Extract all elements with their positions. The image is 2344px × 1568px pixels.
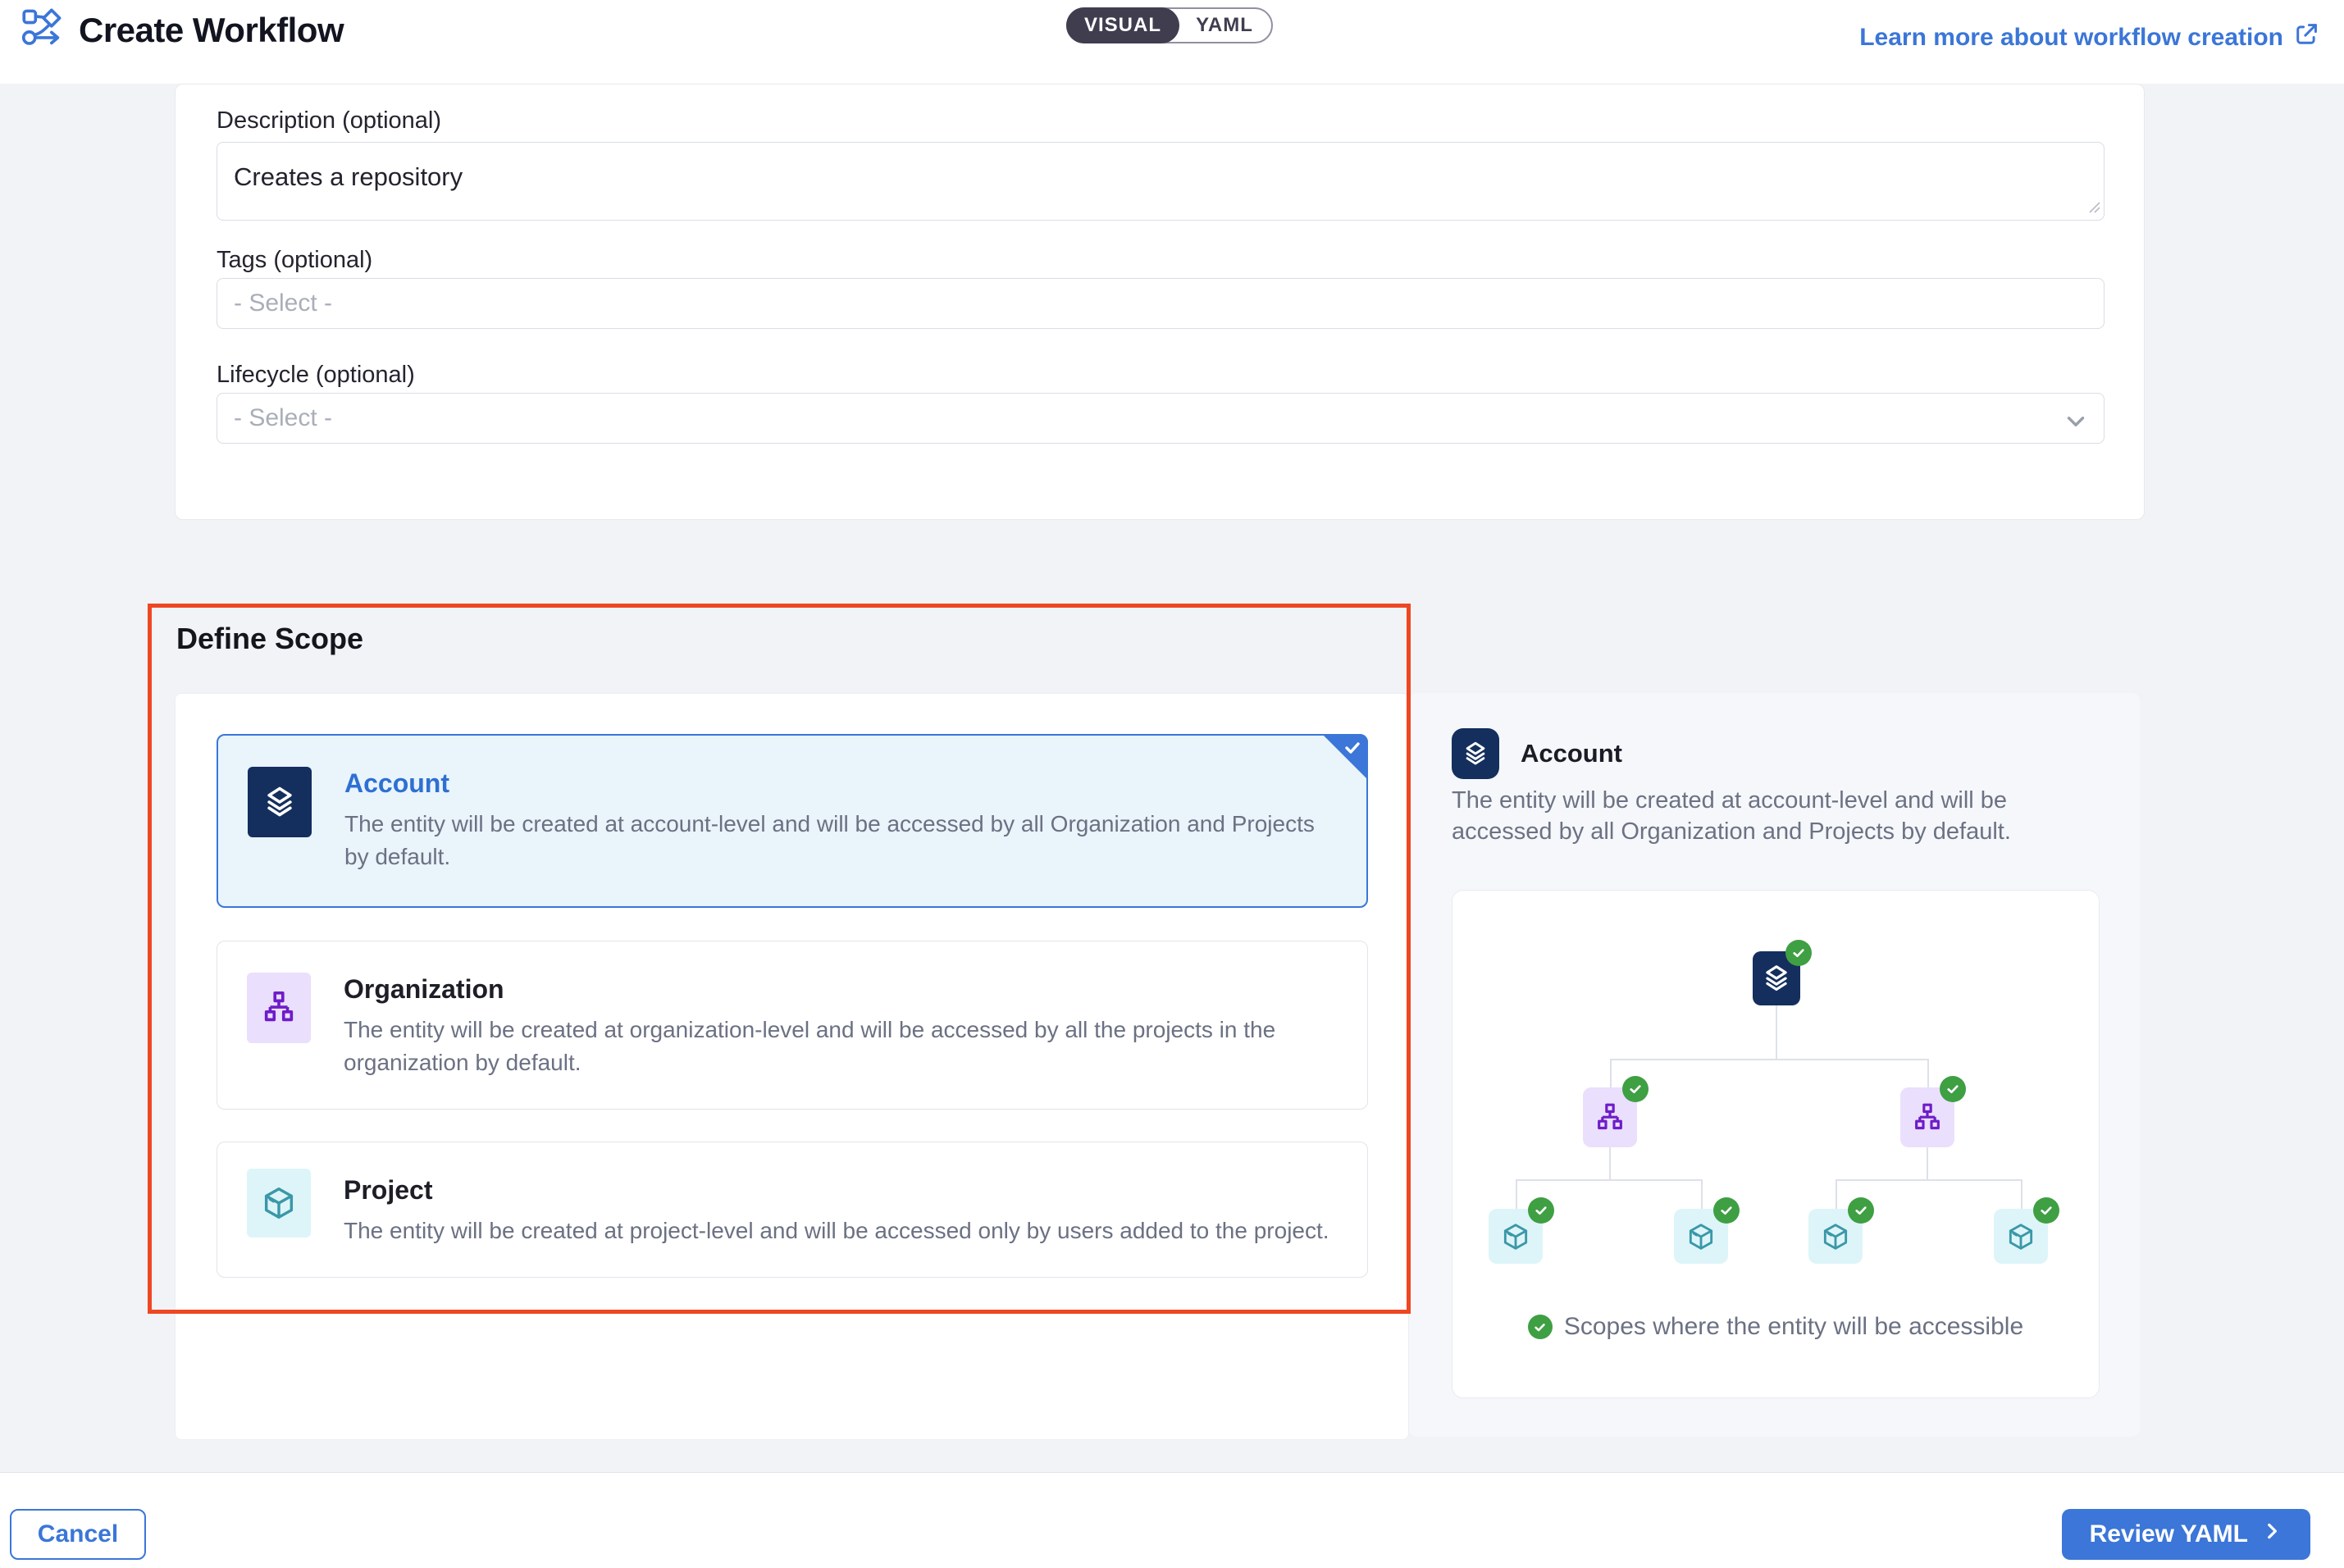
account-layers-icon [1452, 728, 1499, 779]
check-badge-icon [2033, 1197, 2059, 1224]
tree-node-project [1489, 1197, 1554, 1264]
option-title: Project [344, 1175, 433, 1205]
tags-select-input[interactable] [217, 278, 2105, 329]
scope-option-organization[interactable]: Organization The entity will be created … [217, 941, 1368, 1110]
option-title: Organization [344, 974, 504, 1004]
tree-connector [1701, 1179, 1703, 1209]
cancel-button[interactable]: Cancel [10, 1509, 146, 1560]
page-title: Create Workflow [79, 10, 344, 49]
external-link-icon [2293, 21, 2319, 54]
tree-connector [2021, 1179, 2022, 1209]
tree-node-organization [1900, 1076, 1966, 1147]
check-badge-icon [1848, 1197, 1874, 1224]
tree-connector [1516, 1179, 1517, 1209]
option-title: Account [344, 768, 449, 798]
page-header: Create Workflow VISUAL YAML Learn more a… [0, 0, 2344, 84]
workflow-icon [21, 8, 64, 52]
account-layers-icon [248, 767, 312, 837]
option-description: The entity will be created at organizati… [344, 1017, 1276, 1075]
scope-tree-diagram: Scopes where the entity will be accessib… [1452, 890, 2100, 1398]
tree-connector [1609, 1147, 1611, 1179]
scope-option-account[interactable]: Account The entity will be created at ac… [217, 734, 1368, 908]
visual-yaml-toggle: VISUAL YAML [1066, 7, 1273, 43]
learn-more-label: Learn more about workflow creation [1859, 24, 2283, 51]
check-badge-icon [1528, 1197, 1554, 1224]
tree-connector [1610, 1059, 1612, 1087]
toggle-yaml[interactable]: YAML [1196, 14, 1253, 36]
selected-corner-badge [1322, 734, 1368, 780]
option-description: The entity will be created at account-le… [344, 811, 1315, 869]
lifecycle-select-input[interactable] [217, 393, 2105, 444]
workflow-form-card: Description (optional) Creates a reposit… [175, 84, 2145, 520]
tree-connector [1516, 1179, 1701, 1181]
org-hierarchy-icon [247, 973, 311, 1043]
define-scope-heading: Define Scope [176, 622, 364, 655]
tree-node-project [1808, 1197, 1874, 1264]
tree-connector [1927, 1059, 1929, 1087]
check-icon [1345, 742, 1360, 754]
scope-option-project[interactable]: Project The entity will be created at pr… [217, 1142, 1368, 1278]
description-label: Description (optional) [217, 107, 442, 134]
footer-bar: Cancel Review YAML [0, 1472, 2344, 1568]
review-yaml-button[interactable]: Review YAML [2061, 1509, 2310, 1560]
learn-more-link[interactable]: Learn more about workflow creation [1859, 21, 2319, 54]
project-cube-icon [247, 1169, 311, 1238]
tree-node-project [1674, 1197, 1740, 1264]
option-description: The entity will be created at project-le… [344, 1218, 1329, 1243]
tree-connector [1836, 1179, 1837, 1209]
check-badge-icon [1940, 1076, 1966, 1102]
tree-connector [1927, 1147, 1928, 1179]
detail-title: Account [1521, 739, 1622, 768]
tree-connector [1836, 1179, 2021, 1181]
toggle-visual[interactable]: VISUAL [1066, 7, 1179, 43]
check-badge-icon [1713, 1197, 1740, 1224]
scope-detail-panel: Account The entity will be created at ac… [1409, 693, 2140, 1437]
tree-node-organization [1583, 1076, 1649, 1147]
legend-label: Scopes where the entity will be accessib… [1563, 1313, 2024, 1340]
tree-legend: Scopes where the entity will be accessib… [1452, 1313, 2099, 1341]
tags-label: Tags (optional) [217, 247, 373, 273]
tree-node-account [1753, 940, 1812, 1005]
check-badge-icon [1527, 1315, 1553, 1339]
check-badge-icon [1622, 1076, 1649, 1102]
detail-description: The entity will be created at account-le… [1452, 787, 2011, 845]
tree-connector [1610, 1059, 1929, 1060]
review-yaml-label: Review YAML [2089, 1520, 2248, 1547]
tree-node-project [1994, 1197, 2059, 1264]
description-textarea[interactable]: Creates a repository [217, 142, 2105, 221]
lifecycle-label: Lifecycle (optional) [217, 362, 415, 388]
tree-connector [1776, 1005, 1777, 1059]
chevron-right-icon [2261, 1520, 2282, 1548]
check-badge-icon [1785, 940, 1812, 966]
